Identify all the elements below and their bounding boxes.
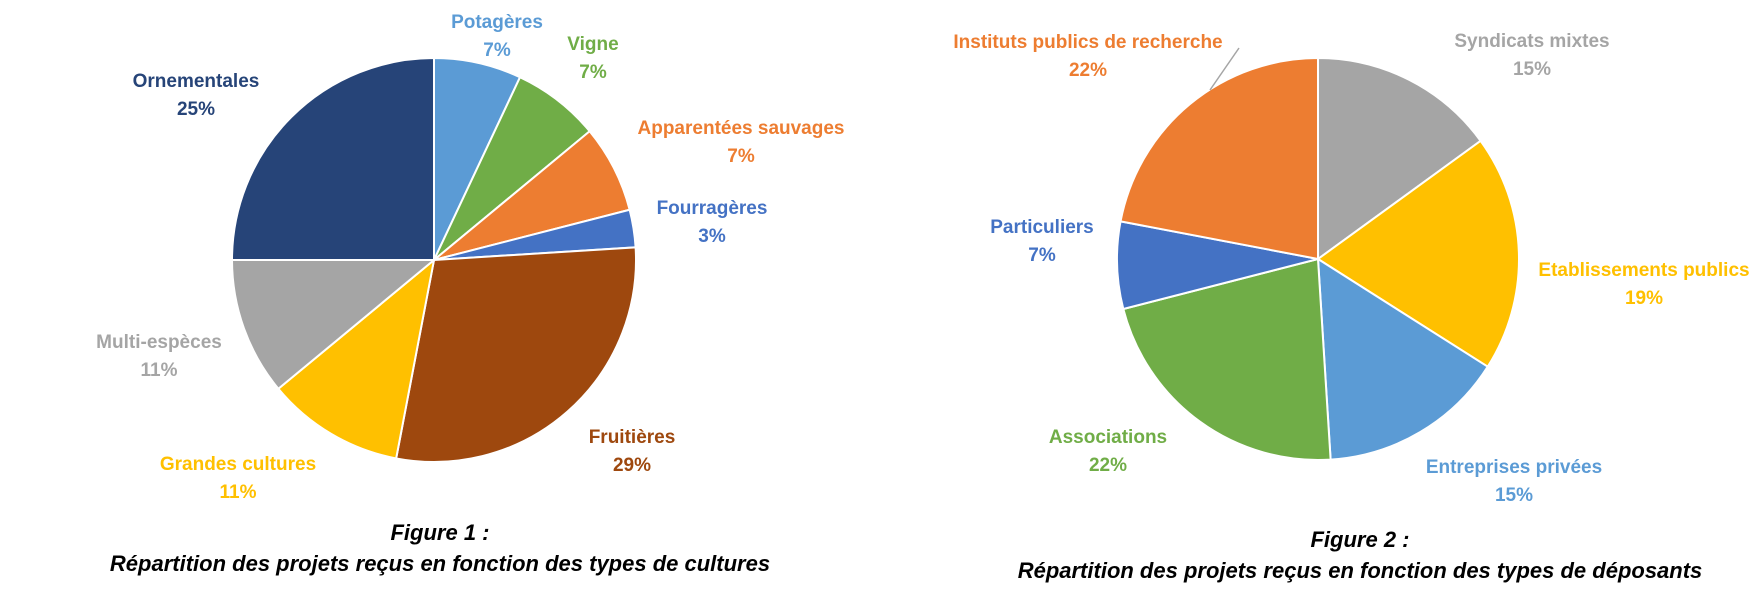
figure-2-caption-title: Répartition des projets reçus en fonctio… <box>1017 558 1703 583</box>
pie-slice-syndicats-mixtes <box>1317 56 1483 261</box>
slice-label-etablissements-publics: Etablissements publics <box>1538 260 1749 281</box>
figure-2-caption: Figure 2 : Répartition des projets reçus… <box>975 524 1745 586</box>
pie-slice-associations <box>1122 257 1332 461</box>
figure-1-caption: Figure 1 : Répartition des projets reçus… <box>40 517 840 579</box>
pie-slice-etablissements-publics <box>1316 139 1520 369</box>
slice-percent-instituts-publics-de-recherche: 22% <box>1069 60 1107 81</box>
slice-label-vigne: Vigne <box>567 34 618 55</box>
pie-chart-applicant-types: Syndicats mixtes 15% Etablissements public… <box>953 31 1749 506</box>
pie-slice-ornementales <box>230 56 435 261</box>
slice-label-associations: Associations <box>1049 427 1167 448</box>
slice-label-grandes-cultures: Grandes cultures <box>160 454 316 475</box>
slice-label-apparentees-sauvages: Apparentées sauvages <box>638 118 845 139</box>
pie-chart-crop-types: Potagères 7% Vigne 7% Apparentées sauvages 7%… <box>96 12 844 503</box>
slice-percent-apparentees-sauvages: 7% <box>727 146 755 167</box>
figure-1-caption-number: Figure 1 : <box>390 520 490 545</box>
pie-slice-fruitieres <box>394 246 637 463</box>
slice-label-syndicats-mixtes: Syndicats mixtes <box>1454 31 1609 52</box>
figure-1-caption-title: Répartition des projets reçus en fonctio… <box>109 551 771 576</box>
slice-percent-associations: 22% <box>1089 455 1127 476</box>
slice-percent-fourrageres: 3% <box>698 226 726 247</box>
slice-label-potageres: Potagères <box>451 12 543 33</box>
slice-percent-fruitieres: 29% <box>613 455 651 476</box>
slice-label-entreprises-privees: Entreprises privées <box>1426 457 1602 478</box>
pie-slice-instituts-publics-de-recherche <box>1119 56 1319 261</box>
pie-slice-entreprises-privees <box>1316 257 1490 461</box>
pie-slice-grandes-cultures <box>276 257 436 460</box>
figure-2-caption-number: Figure 2 : <box>1310 527 1410 552</box>
slice-percent-entreprises-privees: 15% <box>1495 485 1533 506</box>
leader-line <box>1209 47 1240 91</box>
slice-label-multi-especes: Multi-espèces <box>96 332 222 353</box>
slice-percent-etablissements-publics: 19% <box>1625 288 1663 309</box>
slice-percent-grandes-cultures: 11% <box>220 482 257 503</box>
slice-percent-vigne: 7% <box>579 62 607 83</box>
slice-label-fourrageres: Fourragères <box>657 198 768 219</box>
slice-label-particuliers: Particuliers <box>990 217 1094 238</box>
pie-slice-multi-especes <box>230 259 437 391</box>
slice-label-instituts-publics-de-recherche: Instituts publics de recherche <box>953 32 1222 53</box>
slice-label-ornementales: Ornementales <box>133 71 260 92</box>
slice-percent-ornementales: 25% <box>177 99 215 120</box>
slice-label-fruitieres: Fruitières <box>589 427 676 448</box>
slice-percent-syndicats-mixtes: 15% <box>1513 59 1551 80</box>
slice-percent-potageres: 7% <box>483 40 511 61</box>
slice-percent-particuliers: 7% <box>1028 245 1056 266</box>
slice-percent-multi-especes: 11% <box>141 360 178 381</box>
